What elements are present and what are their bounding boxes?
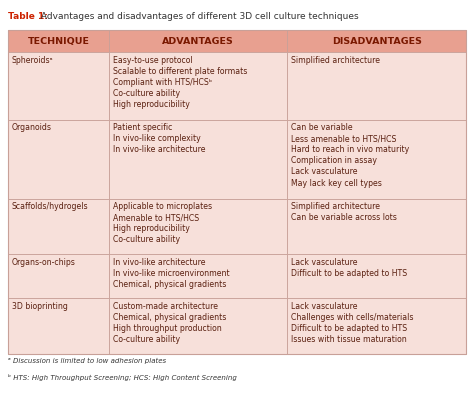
Bar	[8, 254, 109, 298]
Text: In vivo-like architecture
In vivo-like microenvironment
Chemical, physical gradi: In vivo-like architecture In vivo-like m…	[112, 258, 229, 289]
Text: Organs-on-chips: Organs-on-chips	[12, 258, 76, 267]
Bar	[109, 254, 287, 298]
Text: Custom-made architecture
Chemical, physical gradients
High throughput production: Custom-made architecture Chemical, physi…	[112, 301, 226, 344]
Bar	[109, 52, 287, 120]
Bar	[8, 199, 109, 254]
Bar	[287, 120, 466, 199]
Text: Lack vasculature
Difficult to be adapted to HTS: Lack vasculature Difficult to be adapted…	[291, 258, 407, 278]
Bar	[8, 30, 466, 354]
Text: Simplified architecture
Can be variable across lots: Simplified architecture Can be variable …	[291, 202, 397, 222]
Text: Can be variable
Less amenable to HTS/HCS
Hard to reach in vivo maturity
Complica: Can be variable Less amenable to HTS/HCS…	[291, 123, 410, 188]
Text: Advantages and disadvantages of different 3D cell culture techniques: Advantages and disadvantages of differen…	[38, 12, 358, 21]
Bar	[109, 120, 287, 199]
Bar	[287, 199, 466, 254]
Bar	[109, 199, 287, 254]
Bar	[287, 298, 466, 354]
Text: Spheroidsᵃ: Spheroidsᵃ	[12, 56, 54, 65]
Bar	[8, 52, 109, 120]
Bar	[8, 120, 109, 199]
Bar	[287, 30, 466, 52]
Bar	[8, 30, 109, 52]
Text: Lack vasculature
Challenges with cells/materials
Difficult to be adapted to HTS
: Lack vasculature Challenges with cells/m…	[291, 301, 414, 344]
Text: 3D bioprinting: 3D bioprinting	[12, 301, 68, 311]
Bar	[287, 52, 466, 120]
Text: Applicable to microplates
Amenable to HTS/HCS
High reproducibility
Co-culture ab: Applicable to microplates Amenable to HT…	[112, 202, 212, 244]
Text: Easy-to-use protocol
Scalable to different plate formats
Compliant with HTS/HCSᵇ: Easy-to-use protocol Scalable to differe…	[112, 56, 247, 109]
Text: TECHNIQUE: TECHNIQUE	[27, 37, 90, 46]
Bar	[109, 30, 287, 52]
Bar	[8, 298, 109, 354]
Text: Scaffolds/hydrogels: Scaffolds/hydrogels	[12, 202, 89, 211]
Text: Patient specific
In vivo-like complexity
In vivo-like architecture: Patient specific In vivo-like complexity…	[112, 123, 205, 154]
Text: ᵃ Discussion is limited to low adhesion plates: ᵃ Discussion is limited to low adhesion …	[8, 358, 166, 364]
Text: Simplified architecture: Simplified architecture	[291, 56, 380, 65]
Text: Table 1:: Table 1:	[8, 12, 48, 21]
Text: DISADVANTAGES: DISADVANTAGES	[332, 37, 422, 46]
Text: Organoids: Organoids	[12, 123, 52, 132]
Text: ADVANTAGES: ADVANTAGES	[162, 37, 234, 46]
Bar	[109, 298, 287, 354]
Text: ᵇ HTS: High Throughput Screening; HCS: High Content Screening: ᵇ HTS: High Throughput Screening; HCS: H…	[8, 374, 237, 381]
Bar	[287, 254, 466, 298]
